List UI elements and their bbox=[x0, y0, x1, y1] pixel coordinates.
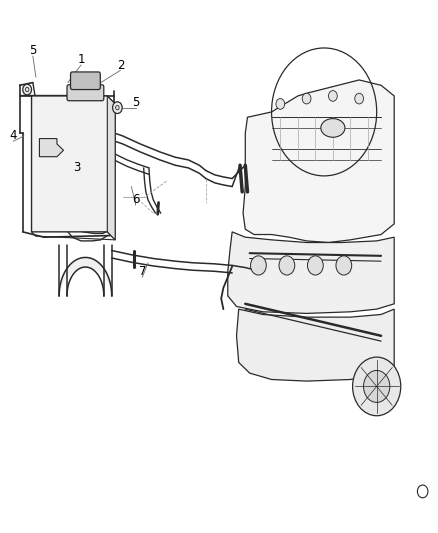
Text: 5: 5 bbox=[132, 96, 139, 109]
Text: 6: 6 bbox=[132, 193, 140, 206]
Text: 5: 5 bbox=[29, 44, 36, 57]
Text: 3: 3 bbox=[73, 161, 80, 174]
FancyBboxPatch shape bbox=[71, 72, 100, 90]
Circle shape bbox=[276, 99, 285, 109]
Text: 4: 4 bbox=[9, 130, 17, 142]
Circle shape bbox=[307, 256, 323, 275]
Polygon shape bbox=[243, 80, 394, 243]
Polygon shape bbox=[228, 232, 394, 313]
FancyBboxPatch shape bbox=[67, 85, 104, 101]
Circle shape bbox=[251, 256, 266, 275]
Circle shape bbox=[302, 93, 311, 104]
Circle shape bbox=[353, 357, 401, 416]
Polygon shape bbox=[237, 309, 394, 381]
Text: 1: 1 bbox=[77, 53, 85, 66]
Polygon shape bbox=[32, 96, 115, 240]
Polygon shape bbox=[107, 96, 115, 240]
Text: 2: 2 bbox=[117, 59, 124, 71]
Circle shape bbox=[355, 93, 364, 104]
Circle shape bbox=[279, 256, 295, 275]
Circle shape bbox=[23, 84, 32, 95]
Circle shape bbox=[336, 256, 352, 275]
Circle shape bbox=[328, 91, 337, 101]
Circle shape bbox=[113, 102, 122, 114]
Circle shape bbox=[364, 370, 390, 402]
Text: 7: 7 bbox=[138, 265, 146, 278]
Polygon shape bbox=[39, 139, 64, 157]
Ellipse shape bbox=[321, 119, 345, 137]
